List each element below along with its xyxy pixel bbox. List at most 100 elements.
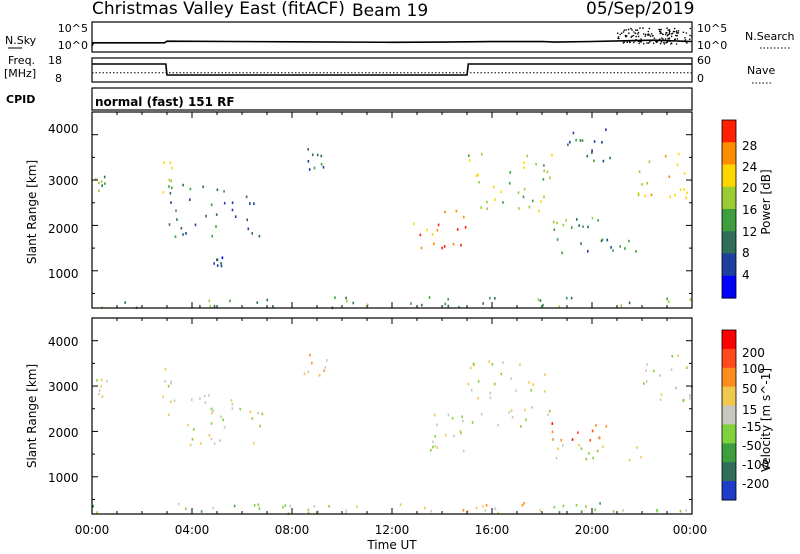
data-cell bbox=[542, 303, 544, 307]
data-cell bbox=[569, 140, 571, 144]
data-cell bbox=[531, 199, 534, 203]
velocity-panel: 4000 3000 2000 1000 Slant Range [km] 200… bbox=[25, 317, 773, 515]
nsearch-point bbox=[620, 32, 623, 34]
data-cell bbox=[486, 207, 488, 210]
data-cell bbox=[204, 401, 207, 404]
vel-cbar-tick-100: 100 bbox=[742, 362, 765, 376]
velocity-cbar-label: Velocity [m s^-1] bbox=[759, 368, 773, 472]
data-cell bbox=[253, 442, 255, 445]
data-cell bbox=[100, 384, 103, 388]
data-cell bbox=[253, 202, 255, 205]
data-cell bbox=[552, 220, 555, 224]
date-label: 05/Sep/2019 bbox=[586, 0, 694, 19]
data-cell bbox=[346, 299, 348, 303]
data-cell bbox=[493, 382, 496, 386]
data-cell bbox=[245, 195, 248, 199]
data-cell bbox=[544, 373, 546, 376]
data-cell bbox=[669, 195, 672, 199]
data-cell bbox=[556, 238, 559, 241]
nsearch-point bbox=[628, 32, 630, 34]
data-cell bbox=[555, 456, 558, 460]
nsearch-point bbox=[662, 33, 664, 36]
data-cell bbox=[562, 504, 565, 508]
data-cell bbox=[646, 182, 649, 185]
data-cell bbox=[164, 367, 167, 371]
data-cell bbox=[162, 191, 165, 194]
data-cell bbox=[444, 210, 446, 214]
data-cell bbox=[556, 221, 558, 225]
xtick-2000: 20:00 bbox=[575, 523, 610, 537]
data-cell bbox=[526, 154, 529, 158]
data-cell bbox=[209, 305, 212, 308]
data-cell bbox=[619, 245, 621, 248]
power-data-cells bbox=[95, 128, 692, 310]
data-cell bbox=[628, 459, 631, 462]
nsearch-point bbox=[637, 33, 639, 35]
nsearch-point bbox=[673, 27, 676, 30]
data-cell bbox=[175, 209, 177, 212]
data-cell bbox=[591, 149, 593, 152]
nsearch-point bbox=[674, 38, 676, 40]
data-cell bbox=[598, 436, 601, 440]
data-cell bbox=[199, 304, 201, 308]
data-cell bbox=[478, 180, 480, 184]
data-cell bbox=[475, 174, 478, 178]
data-cell bbox=[249, 410, 252, 413]
power-panel: 4000 3000 2000 1000 Slant Range [km] 28 … bbox=[25, 111, 773, 310]
data-cell bbox=[101, 184, 103, 187]
data-cell bbox=[462, 449, 465, 453]
nave-label: Nave bbox=[747, 64, 775, 77]
nsearch-point bbox=[647, 30, 650, 33]
noise-left-tick-top: 10^5 bbox=[58, 22, 88, 35]
data-cell bbox=[211, 234, 213, 238]
data-cell bbox=[460, 243, 462, 247]
nsearch-point bbox=[659, 29, 661, 31]
data-cell bbox=[231, 402, 234, 406]
data-cell bbox=[648, 160, 651, 164]
data-cell bbox=[307, 512, 310, 515]
data-cell bbox=[600, 239, 603, 243]
data-cell bbox=[430, 448, 432, 452]
data-cell bbox=[685, 509, 687, 512]
nsearch-point bbox=[647, 42, 650, 44]
data-cell bbox=[266, 298, 269, 302]
nsearch-point bbox=[661, 37, 663, 39]
data-cell bbox=[307, 370, 310, 374]
xtick-2400: 00:00 bbox=[673, 523, 708, 537]
data-cell bbox=[586, 154, 589, 158]
data-cell bbox=[223, 426, 226, 429]
data-cell bbox=[174, 235, 177, 238]
nsearch-point bbox=[660, 28, 662, 31]
data-cell bbox=[441, 246, 443, 250]
data-cell bbox=[169, 191, 172, 195]
data-cell bbox=[515, 389, 517, 392]
data-cell bbox=[428, 296, 431, 299]
data-cell bbox=[601, 238, 604, 241]
power-cbar-tick-8: 8 bbox=[742, 246, 750, 260]
nsearch-point bbox=[663, 41, 665, 44]
data-cell bbox=[509, 171, 512, 174]
data-cell bbox=[192, 428, 195, 431]
data-cell bbox=[530, 388, 532, 392]
freq-tick-top: 18 bbox=[48, 54, 62, 67]
data-cell bbox=[189, 443, 192, 447]
velocity-frame bbox=[91, 317, 693, 515]
data-cell bbox=[628, 239, 630, 243]
data-cell bbox=[596, 449, 599, 453]
data-cell bbox=[251, 232, 253, 235]
data-cell bbox=[553, 505, 556, 509]
nsearch-point bbox=[631, 39, 634, 42]
nsearch-point bbox=[633, 41, 635, 44]
data-cell bbox=[525, 418, 527, 422]
data-cell bbox=[96, 379, 98, 382]
data-cell bbox=[124, 301, 126, 304]
nsearch-point bbox=[630, 36, 633, 38]
power-ytick-2000: 2000 bbox=[48, 222, 79, 236]
data-cell bbox=[475, 506, 478, 510]
power-cbar-tick-20: 20 bbox=[742, 181, 757, 195]
data-cell bbox=[595, 424, 597, 427]
data-cell bbox=[480, 412, 483, 416]
data-cell bbox=[646, 363, 648, 366]
data-cell bbox=[477, 397, 479, 400]
data-cell bbox=[502, 201, 504, 204]
